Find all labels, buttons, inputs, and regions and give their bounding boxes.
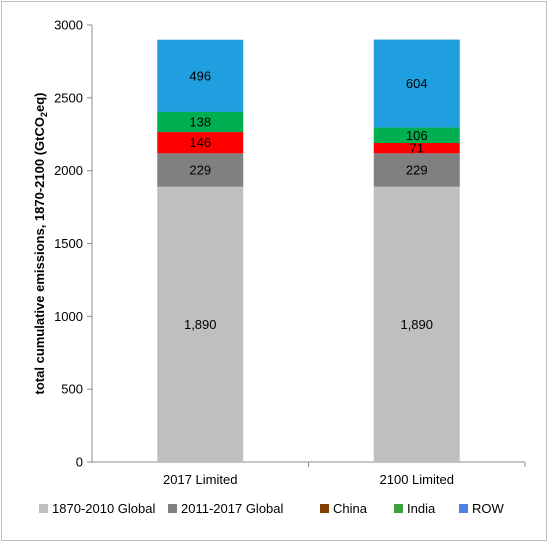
data-label: 1,890 <box>184 317 217 332</box>
legend: 1870-2010 Global 2011-2017 Global China Ind… <box>39 501 505 516</box>
legend-label: India <box>407 501 436 516</box>
y-tick-label: 3000 <box>54 18 83 33</box>
legend-item: 2011-2017 Global <box>168 501 284 516</box>
y-tick-label: 1500 <box>54 236 83 251</box>
data-label: 229 <box>189 163 211 178</box>
bar-segment <box>373 186 460 462</box>
legend-swatch <box>39 504 48 513</box>
y-tick-label: 2000 <box>54 163 83 178</box>
legend-item: India <box>394 501 436 516</box>
y-tick-label: 1000 <box>54 309 83 324</box>
bar-segment <box>373 127 460 143</box>
y-axis-label: total cumulative emissions, 1870-2100 (G… <box>32 93 49 395</box>
data-label: 146 <box>189 135 211 150</box>
legend-label: China <box>333 501 368 516</box>
y-ticks: 0 500 1000 1500 2000 2500 3000 <box>54 18 92 470</box>
axes <box>91 25 525 463</box>
bar-segment <box>373 142 460 154</box>
y-tick-label: 0 <box>76 455 83 470</box>
data-label: 138 <box>189 115 211 130</box>
legend-label: 1870-2010 Global <box>52 501 155 516</box>
bar-segment <box>373 39 460 128</box>
y-tick-label: 2500 <box>54 90 83 105</box>
data-label: 604 <box>406 76 428 91</box>
legend-swatch <box>320 504 329 513</box>
legend-item: 1870-2010 Global <box>39 501 155 516</box>
legend-label: ROW <box>472 501 505 516</box>
bar-segment <box>157 153 244 187</box>
data-label: 229 <box>406 163 428 178</box>
x-tick-label: 2017 Limited <box>163 472 237 487</box>
data-label: 496 <box>189 68 211 83</box>
x-ticks: 2017 Limited 2100 Limited <box>163 462 526 487</box>
data-label: 71 <box>410 141 424 156</box>
bar-segment <box>157 39 244 112</box>
legend-item: China <box>320 501 368 516</box>
bar-segment <box>157 132 244 154</box>
x-tick-label: 2100 Limited <box>380 472 454 487</box>
data-label: 106 <box>406 128 428 143</box>
data-label: 1,890 <box>400 317 433 332</box>
bar-segment <box>157 111 244 133</box>
bar-segment <box>373 153 460 187</box>
y-tick-label: 500 <box>61 382 83 397</box>
legend-swatch <box>394 504 403 513</box>
legend-swatch <box>459 504 468 513</box>
bar-segment <box>157 186 244 462</box>
legend-item: ROW <box>459 501 505 516</box>
legend-label: 2011-2017 Global <box>181 501 284 516</box>
legend-swatch <box>168 504 177 513</box>
